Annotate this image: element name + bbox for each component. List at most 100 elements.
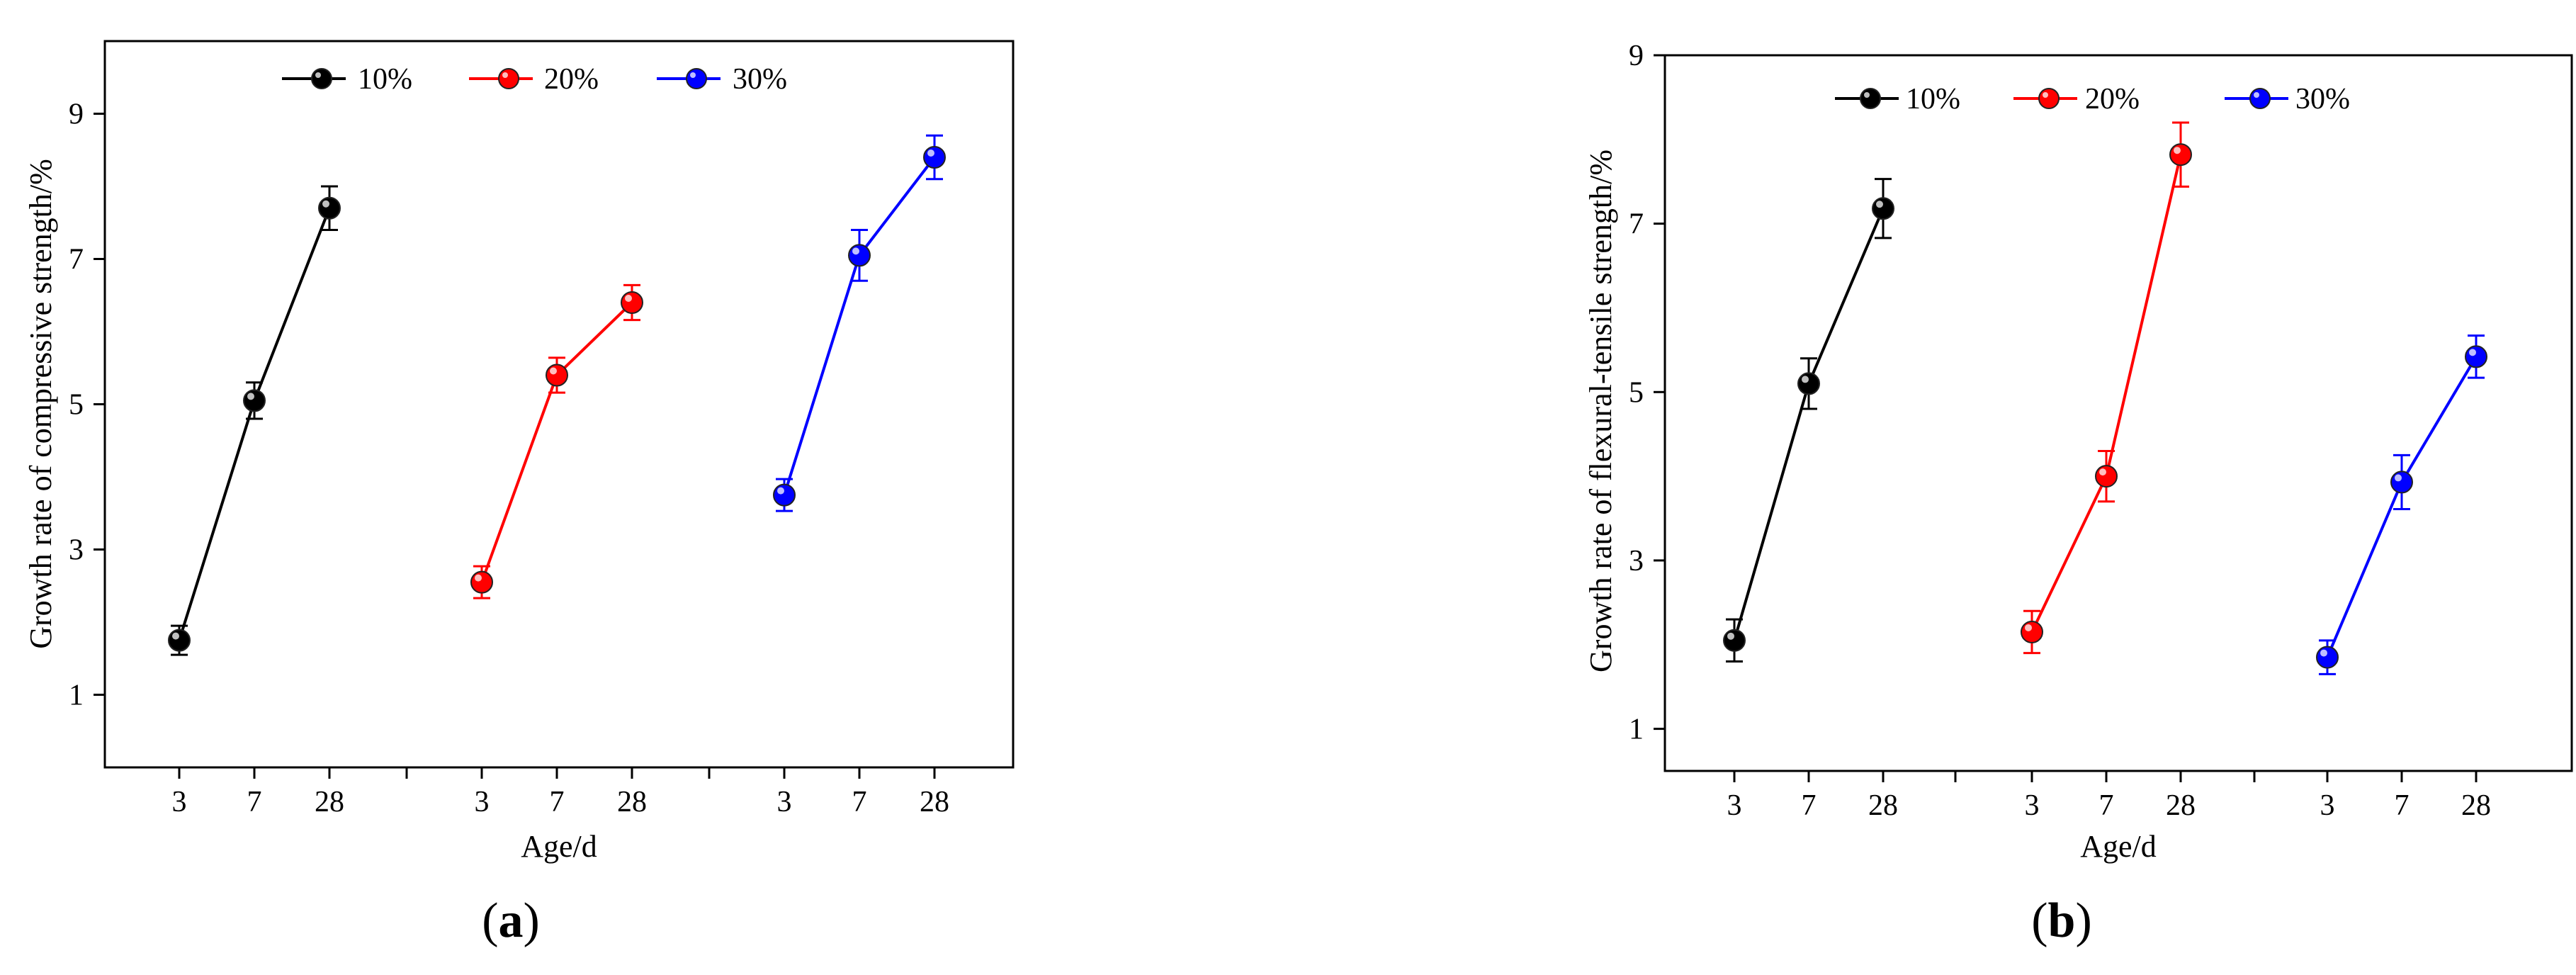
data-point — [2095, 465, 2118, 488]
series-line — [178, 208, 331, 641]
chart-panel-b: 1 3 5 7 9 3 7 28 3 7 28 3 7 28 10% 20% 30% Growth rate … — [1583, 40, 2573, 948]
data-point-highlight — [927, 150, 934, 157]
x-tick-label: 3 — [2320, 789, 2335, 822]
data-point-highlight — [1727, 632, 1734, 640]
legend-label: 20% — [544, 63, 599, 96]
data-point-highlight — [852, 247, 859, 255]
series-layer — [168, 134, 946, 656]
legend-marker — [2038, 88, 2060, 109]
data-point — [2390, 470, 2413, 494]
legend-item: 30% — [657, 63, 787, 96]
legend-marker — [2249, 88, 2271, 109]
data-point-highlight — [2469, 349, 2476, 356]
data-point-highlight — [625, 295, 632, 302]
series-line — [783, 156, 936, 496]
x-tick-label: 28 — [2461, 789, 2491, 822]
x-tick-label: 7 — [550, 786, 565, 818]
data-point — [848, 244, 871, 267]
x-tick-label: 28 — [315, 786, 344, 818]
x-tick-label: 3 — [777, 786, 792, 818]
series-line — [1733, 208, 1885, 641]
data-point-highlight — [550, 367, 557, 375]
series-20% — [470, 283, 643, 599]
x-tick-label: 28 — [920, 786, 949, 818]
y-axis-title: Growth rate of compressive strength/% — [23, 159, 58, 649]
y-axis-title: Growth rate of flexural-tensile strength… — [1583, 150, 1618, 672]
legend-item: 20% — [469, 63, 599, 96]
x-tick-label: 7 — [1802, 789, 1817, 822]
legend-item: 10% — [282, 63, 412, 96]
legend-marker-highlight — [2254, 92, 2259, 98]
plot-frame — [103, 40, 1015, 769]
series-line — [2030, 154, 2182, 633]
chart-panel-a: 1 3 5 7 9 3 7 28 3 7 28 3 7 28 10% 20% 30% Growth rate … — [23, 40, 1015, 948]
series-10% — [168, 185, 341, 656]
legend-marker — [311, 68, 332, 89]
legend-marker — [686, 68, 707, 89]
legend-marker — [498, 68, 519, 89]
x-tick-label: 7 — [2395, 789, 2410, 822]
legend-marker-highlight — [2043, 92, 2048, 98]
x-tick-label: 3 — [475, 786, 490, 818]
legend-label: 30% — [733, 63, 787, 96]
legend-marker-highlight — [315, 72, 321, 78]
series-30% — [2316, 334, 2487, 675]
data-point — [2465, 345, 2487, 368]
x-tick-label: 3 — [172, 786, 187, 818]
series-layer — [1723, 121, 2487, 675]
panel-label-b: (b) — [2031, 894, 2092, 948]
axis-ticks: 1 3 5 7 9 3 7 28 3 7 28 3 7 28 — [69, 98, 949, 819]
x-tick-label: 28 — [1868, 789, 1898, 822]
legend-label: 30% — [2295, 83, 2350, 115]
data-point — [1797, 372, 1820, 395]
data-point-highlight — [2320, 649, 2327, 657]
legend-marker-highlight — [690, 72, 696, 78]
x-tick-label: 7 — [2099, 789, 2114, 822]
y-tick-label: 3 — [1629, 545, 1644, 577]
data-point-highlight — [2174, 147, 2181, 154]
data-point-highlight — [1802, 376, 1809, 383]
plot-frame — [1663, 54, 2573, 772]
x-tick-label: 7 — [852, 786, 867, 818]
y-tick-label: 3 — [69, 534, 84, 567]
legend-marker-highlight — [1864, 92, 1870, 98]
data-point — [2316, 646, 2339, 669]
legend-marker-highlight — [502, 72, 508, 78]
data-point-highlight — [322, 200, 329, 208]
data-point — [243, 389, 266, 412]
data-point — [470, 570, 493, 594]
x-tick-label: 3 — [1727, 789, 1742, 822]
series-30% — [773, 134, 946, 512]
data-point-highlight — [475, 574, 482, 582]
legend-label: 10% — [1906, 83, 1960, 115]
series-10% — [1723, 178, 1894, 663]
legend: 10% 20% 30% — [1835, 83, 2350, 115]
x-tick-label: 3 — [2025, 789, 2040, 822]
y-tick-label: 1 — [69, 680, 84, 712]
panel-label-a: (a) — [482, 894, 540, 948]
legend: 10% 20% 30% — [282, 63, 787, 96]
data-point-highlight — [247, 393, 254, 400]
x-axis-title: Age/d — [521, 829, 597, 864]
legend-label: 20% — [2085, 83, 2140, 115]
data-point — [773, 483, 796, 507]
data-point — [2021, 620, 2043, 643]
legend-label: 10% — [358, 63, 412, 96]
data-point — [1872, 197, 1894, 220]
data-point — [546, 363, 568, 387]
data-point-highlight — [172, 632, 179, 640]
data-point — [923, 146, 946, 169]
data-point — [168, 629, 191, 652]
data-point — [1723, 629, 1746, 652]
data-point-highlight — [777, 487, 784, 495]
data-point — [2169, 143, 2192, 167]
axis-ticks: 1 3 5 7 9 3 7 28 3 7 28 3 7 28 — [1629, 40, 2491, 822]
series-line — [480, 301, 633, 583]
x-tick-label: 7 — [247, 786, 262, 818]
x-tick-label: 28 — [617, 786, 647, 818]
data-point — [318, 196, 341, 220]
series-20% — [2021, 121, 2192, 655]
y-tick-label: 5 — [69, 389, 84, 422]
